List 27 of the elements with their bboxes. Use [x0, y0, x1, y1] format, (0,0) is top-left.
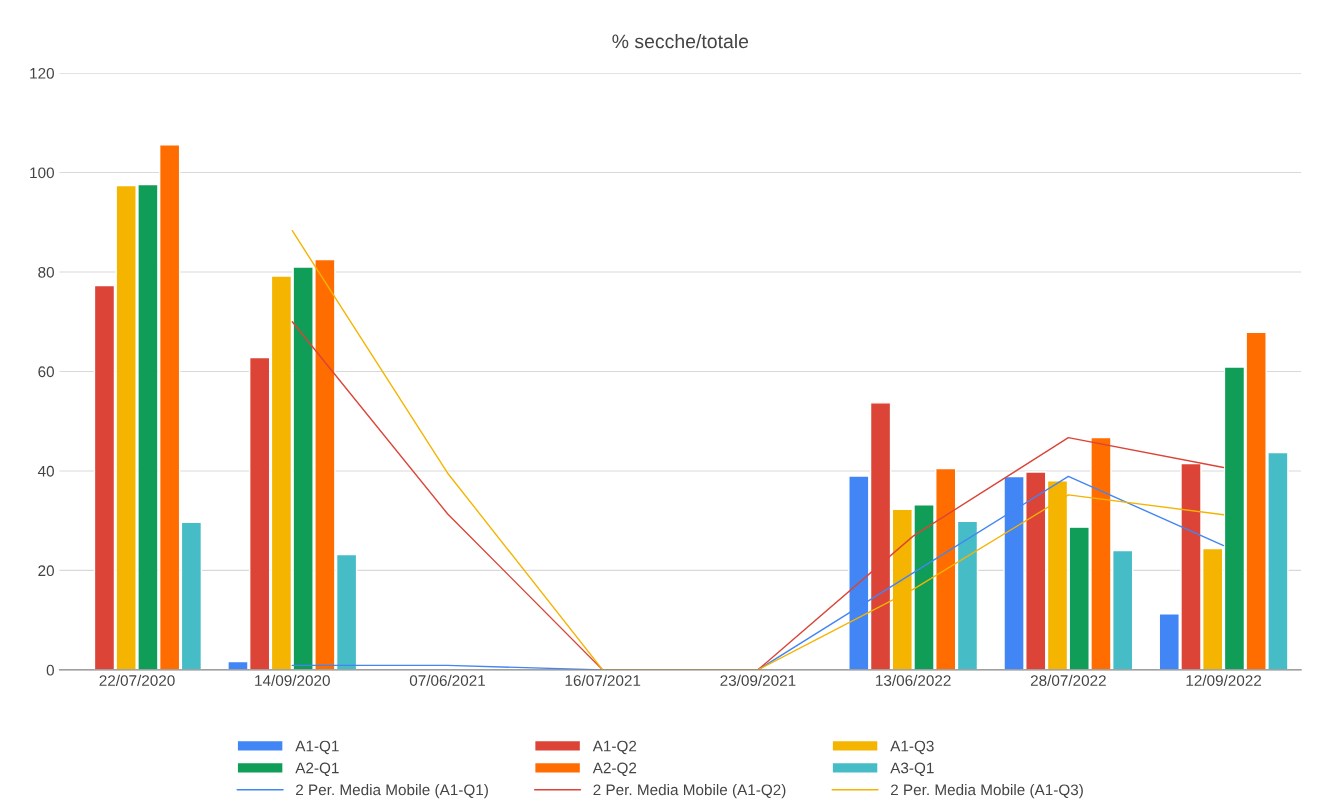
y-tick-label: 120 — [30, 67, 54, 79]
chart-title: % secche/totale — [612, 33, 749, 49]
legend-label: 2 Per. Media Mobile (A1-Q3) — [890, 784, 1083, 799]
x-tick-label: 28/07/2022 — [1030, 674, 1106, 686]
legend-label: A3-Q1 — [890, 762, 934, 777]
legend-label: A2-Q1 — [295, 762, 339, 777]
y-tick-label: 60 — [38, 366, 54, 378]
legend-label: A1-Q1 — [295, 740, 339, 755]
legend-label: A1-Q2 — [592, 740, 637, 755]
x-tick-label: 22/07/2020 — [99, 674, 175, 686]
legend-label: A2-Q2 — [592, 762, 637, 777]
line-series — [291, 321, 1225, 670]
x-tick-label: 23/09/2021 — [720, 674, 796, 686]
line-series — [291, 230, 1225, 670]
x-tick-label: 12/09/2022 — [1186, 674, 1262, 686]
y-tick-label: 0 — [46, 664, 54, 676]
y-tick-label: 100 — [30, 167, 54, 179]
x-tick-label: 16/07/2021 — [565, 674, 641, 686]
legend-label: A1-Q3 — [890, 740, 934, 755]
x-tick-label: 07/06/2021 — [409, 674, 485, 686]
legend-label: 2 Per. Media Mobile (A1-Q2) — [593, 784, 786, 799]
x-tick-label: 13/06/2022 — [876, 674, 951, 686]
y-tick-label: 40 — [37, 465, 54, 477]
x-tick-label: 14/09/2020 — [255, 674, 330, 686]
legend-label: 2 Per. Media Mobile (A1-Q1) — [296, 784, 488, 799]
y-tick-label: 20 — [38, 565, 54, 577]
y-tick-label: 80 — [38, 266, 54, 278]
